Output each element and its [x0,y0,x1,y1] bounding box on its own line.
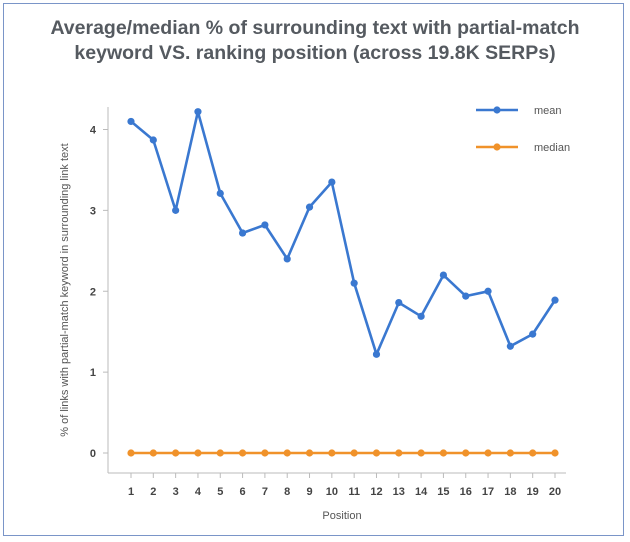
x-tick-label: 13 [393,486,405,498]
data-point-median [350,449,358,457]
x-tick-label: 15 [437,486,449,498]
y-tick-label: 0 [90,448,96,460]
data-point-median [261,449,269,457]
data-point-median [395,449,403,457]
data-point-median [462,449,470,457]
data-point-mean [439,271,448,279]
data-point-median [484,449,492,457]
data-point-mean [238,229,247,237]
data-point-median [328,449,336,457]
data-point-mean [283,255,291,263]
data-point-median [372,449,381,457]
data-point-mean [462,292,470,300]
data-point-mean [127,117,135,126]
legend-label-mean: mean [534,105,562,117]
x-tick-label: 12 [370,486,382,498]
data-point-median [439,449,448,457]
x-axis-label: Position [322,510,361,522]
data-point-median [417,449,425,457]
legend-marker-median [493,143,501,151]
y-tick-label: 4 [90,125,97,137]
data-point-mean [194,108,202,116]
data-point-median [283,449,291,457]
series-line-mean [130,110,557,356]
series-layer [127,108,559,457]
x-tick-label: 18 [504,486,516,498]
data-point-mean [484,287,492,295]
data-point-median [506,449,514,457]
chart-title-line-1: Average/median % of surrounding text wit… [50,17,580,39]
x-tick-label: 2 [150,486,156,498]
y-tick-label: 3 [90,205,96,217]
x-tick-label: 4 [195,486,202,498]
data-point-median [194,449,202,457]
x-tick-label: 7 [262,486,268,498]
legend-marker-mean [493,106,501,114]
data-point-median [216,449,224,457]
data-point-mean [261,221,269,229]
data-point-mean [172,206,180,214]
data-point-median [529,449,537,457]
data-point-median [305,449,314,457]
x-tick-label: 8 [284,486,290,498]
legend: mean median [476,105,570,154]
data-point-mean [551,296,559,304]
data-point-mean [305,203,314,211]
y-axis-label: % of links with partial-match keyword in… [59,143,71,436]
x-tick-label: 9 [306,486,312,498]
x-tick-label: 3 [173,486,179,498]
x-tick-label: 19 [527,486,539,498]
data-point-median [127,449,135,457]
x-tick-label: 6 [240,486,246,498]
data-point-mean [328,178,336,186]
data-point-mean [395,298,403,307]
data-point-mean [506,342,514,350]
x-tick-label: 11 [348,486,360,498]
x-tick-label: 16 [460,486,472,498]
data-point-mean [417,312,425,320]
data-point-mean [350,279,358,287]
x-tick-label: 5 [217,486,223,498]
chart-title: Average/median % of surrounding text wit… [0,16,630,66]
x-tick-label: 14 [415,486,428,498]
chart-title-line-2: keyword VS. ranking position (across 19.… [74,42,556,64]
y-tick-label: 1 [90,367,96,379]
x-tick-label: 17 [482,486,494,498]
data-point-mean [149,136,157,144]
legend-label-median: median [534,142,570,154]
data-point-median [172,449,180,457]
data-point-mean [216,189,224,197]
data-point-mean [372,350,381,358]
x-tick-label: 1 [128,486,134,498]
x-tick-label: 20 [549,486,561,498]
data-point-median [149,449,157,457]
data-point-median [551,449,559,457]
chart-frame [3,3,624,536]
x-tick-label: 10 [326,486,338,498]
y-tick-label: 2 [90,286,96,298]
data-point-mean [529,330,537,338]
data-point-median [238,449,247,457]
